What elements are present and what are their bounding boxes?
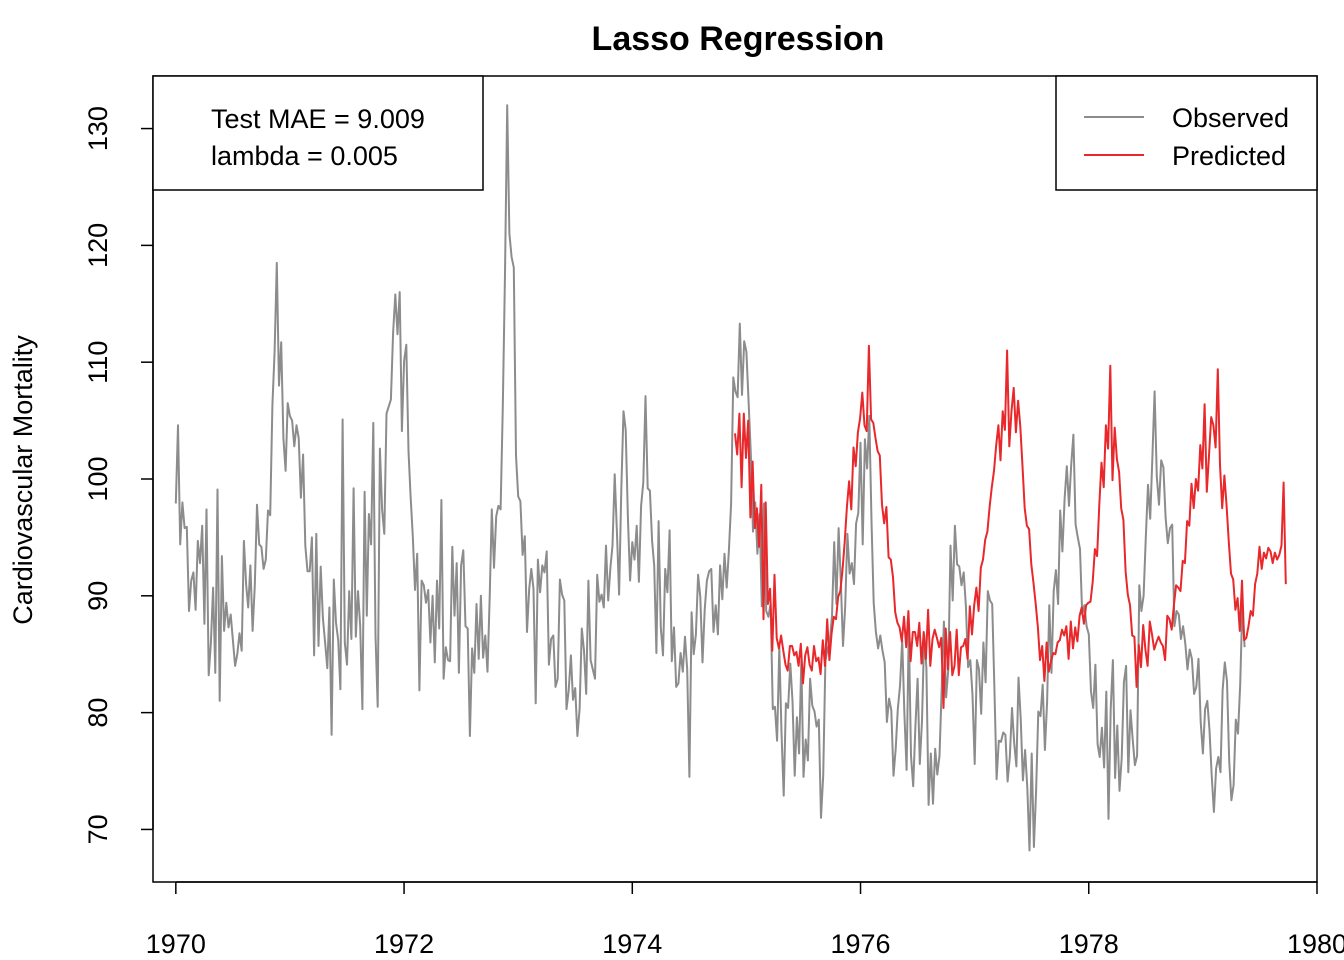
y-tick-label: 130 (83, 106, 113, 151)
y-axis-label: Cardiovascular Mortality (8, 335, 38, 625)
annotation-mae: Test MAE = 9.009 (211, 104, 425, 134)
x-tick-label: 1974 (602, 929, 662, 959)
y-tick-label: 90 (83, 581, 113, 611)
x-tick-label: 1978 (1059, 929, 1119, 959)
series-line-observed (174, 104, 1246, 852)
y-tick-label: 100 (83, 456, 113, 501)
y-tick-label: 120 (83, 223, 113, 268)
x-tick-label: 1980 (1287, 929, 1344, 959)
x-axis: 1970 1972 1974 1976 1978 1980 (146, 881, 1344, 959)
annotation-lambda: lambda = 0.005 (211, 141, 398, 171)
annotation-box: Test MAE = 9.009 lambda = 0.005 (152, 75, 484, 191)
y-tick-label: 70 (83, 814, 113, 844)
x-tick-label: 1970 (146, 929, 206, 959)
legend: Observed Predicted (1055, 75, 1318, 191)
y-tick-label: 80 (83, 698, 113, 728)
series-layer (174, 104, 1287, 852)
y-axis: 70 80 90 100 110 120 130 (83, 106, 154, 844)
x-tick-label: 1976 (830, 929, 890, 959)
legend-label-predicted: Predicted (1172, 141, 1286, 171)
series-line-predicted (734, 344, 1287, 709)
chart-title: Lasso Regression (592, 20, 885, 58)
y-tick-label: 110 (83, 341, 113, 384)
legend-label-observed: Observed (1172, 103, 1289, 133)
plot-frame (152, 75, 1318, 883)
x-tick-label: 1972 (374, 929, 434, 959)
